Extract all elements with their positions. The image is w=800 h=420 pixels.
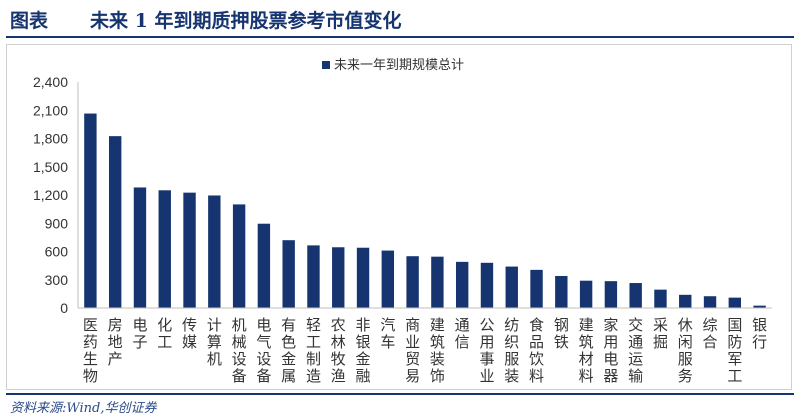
figure-label: 图表 xyxy=(10,10,49,32)
bar xyxy=(381,250,395,308)
footer-rule xyxy=(6,393,794,395)
x-tick-label: 休闲服务 xyxy=(678,316,693,385)
x-tick-label: 商业贸易 xyxy=(405,316,420,385)
bar xyxy=(406,256,419,308)
bar xyxy=(158,190,171,308)
legend: 未来一年到期规模总计 xyxy=(322,58,464,73)
bar xyxy=(282,240,295,308)
x-tick-label: 国防军工 xyxy=(727,316,742,385)
source-note: 资料来源:Wind,华创证券 xyxy=(10,401,157,416)
x-axis: 医药生物房地产电子化工传媒计算机机械设备电气设备有色金属轻工制造农林牧渔非银金融… xyxy=(78,307,772,385)
x-tick-label: 纺织服装 xyxy=(504,316,519,385)
bar xyxy=(629,283,642,308)
x-tick-label: 公用事业 xyxy=(479,316,494,385)
x-tick-label: 电子 xyxy=(132,316,147,351)
bar xyxy=(703,296,717,308)
title-rule xyxy=(6,36,794,38)
x-tick-label: 钢铁 xyxy=(554,316,569,351)
bar xyxy=(108,136,122,308)
x-tick-label: 计算机 xyxy=(207,316,222,368)
x-tick-label: 农林牧渔 xyxy=(331,316,346,385)
y-tick-label: 2,100 xyxy=(33,102,68,118)
x-tick-label: 综合 xyxy=(703,316,718,351)
bar xyxy=(654,289,667,308)
x-tick-label: 通信 xyxy=(455,316,470,351)
y-tick-label: 0 xyxy=(60,300,68,316)
y-tick-label: 2,400 xyxy=(33,74,68,90)
bars xyxy=(84,113,766,308)
x-tick-label: 银行 xyxy=(752,316,767,351)
bar xyxy=(728,297,742,308)
x-tick-label: 房地产 xyxy=(108,316,123,368)
y-tick-label: 1,200 xyxy=(33,187,68,203)
bar xyxy=(431,256,444,308)
bar xyxy=(604,281,618,308)
bar xyxy=(208,195,221,308)
x-tick-label: 非银金融 xyxy=(356,316,371,385)
x-tick-label: 传媒 xyxy=(182,316,197,351)
bar xyxy=(579,280,593,308)
bar xyxy=(133,187,147,308)
x-tick-label: 医药生物 xyxy=(83,316,98,385)
y-tick-label: 1,500 xyxy=(33,159,68,175)
x-tick-label: 食品饮料 xyxy=(529,316,544,385)
bar xyxy=(84,113,97,308)
x-tick-label: 汽车 xyxy=(380,316,395,351)
bar xyxy=(530,269,543,308)
y-tick-label: 600 xyxy=(45,244,69,260)
bar xyxy=(455,261,469,308)
x-tick-label: 电气设备 xyxy=(256,316,271,385)
x-tick-label: 机械设备 xyxy=(232,316,247,385)
y-axis: 0 300 600 900 1,200 1,500 1,800 2,100 2,400 xyxy=(33,74,79,316)
bar xyxy=(183,192,196,308)
x-tick-label: 轻工制造 xyxy=(306,316,321,385)
x-tick-label: 采掘 xyxy=(653,316,668,351)
page-title: 未来 1 年到期质押股票参考市值变化 xyxy=(90,10,402,32)
bar xyxy=(480,262,494,308)
bar xyxy=(555,275,568,308)
bar xyxy=(753,305,766,308)
x-tick-label: 交通运输 xyxy=(628,316,643,385)
bar xyxy=(505,266,518,308)
bar xyxy=(232,204,246,308)
bar xyxy=(679,294,692,308)
title-bar: 图表 未来 1 年到期质押股票参考市值变化 xyxy=(0,0,800,38)
y-tick-label: 300 xyxy=(45,272,69,288)
bar xyxy=(356,247,370,308)
x-tick-label: 化工 xyxy=(157,316,172,351)
bar xyxy=(332,247,345,308)
x-tick-label: 建筑材料 xyxy=(579,316,594,385)
y-tick-label: 900 xyxy=(45,215,69,231)
legend-label: 未来一年到期规模总计 xyxy=(334,58,464,73)
x-tick-label: 家用电器 xyxy=(603,316,618,385)
chart-frame xyxy=(6,44,792,390)
bar xyxy=(307,245,320,308)
x-tick-label: 建筑装饰 xyxy=(430,316,445,385)
x-tick-label: 有色金属 xyxy=(281,316,296,385)
bar xyxy=(257,223,271,308)
y-tick-label: 1,800 xyxy=(33,131,68,147)
legend-swatch xyxy=(322,61,330,69)
